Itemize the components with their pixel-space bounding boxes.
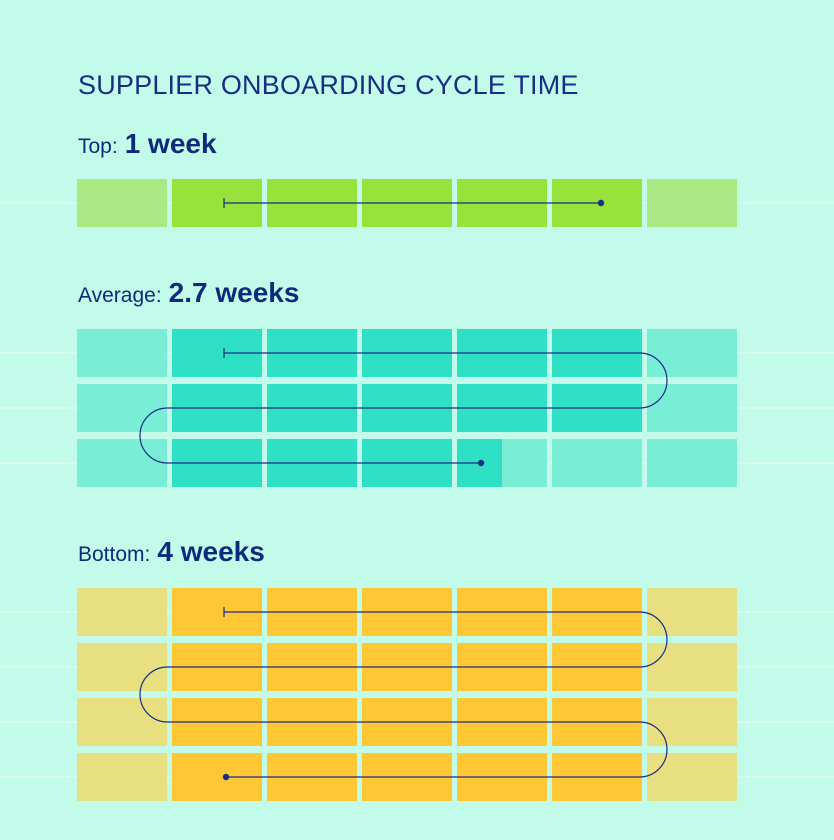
cell-background <box>647 643 737 691</box>
cell-background <box>647 179 737 227</box>
tier-label-average: Average: 2.7 weeks <box>78 277 299 309</box>
tier-value-bottom: 4 weeks <box>157 536 265 567</box>
cell-background <box>647 384 737 432</box>
cell-background <box>647 753 737 801</box>
tier-value-average: 2.7 weeks <box>168 277 300 308</box>
tier-name-top: Top: <box>78 135 118 158</box>
cell-background <box>77 384 167 432</box>
tier-name-bottom: Bottom: <box>78 543 151 566</box>
tier-label-top: Top: 1 week <box>78 128 217 160</box>
end-dot <box>222 773 230 781</box>
progress-path <box>139 352 668 464</box>
tier-value-top: 1 week <box>124 128 217 159</box>
cell-background <box>77 588 167 636</box>
cell-background <box>77 179 167 227</box>
cell-background <box>647 439 737 487</box>
tier-name-average: Average: <box>78 284 162 307</box>
cell-background <box>552 439 642 487</box>
tier-average <box>77 329 737 487</box>
end-dot <box>477 459 485 467</box>
tier-top <box>77 179 737 227</box>
cell-background <box>647 698 737 746</box>
cell-background <box>77 439 167 487</box>
cell-background <box>647 329 737 377</box>
end-dot <box>597 199 605 207</box>
cell-background <box>77 329 167 377</box>
cell-background <box>77 753 167 801</box>
tier-bottom <box>77 588 737 801</box>
cell-background <box>77 643 167 691</box>
progress-path <box>139 611 668 778</box>
cell-background <box>77 698 167 746</box>
chart-title: SUPPLIER ONBOARDING CYCLE TIME <box>78 70 579 100</box>
cell-background <box>647 588 737 636</box>
tier-label-bottom: Bottom: 4 weeks <box>78 536 265 568</box>
